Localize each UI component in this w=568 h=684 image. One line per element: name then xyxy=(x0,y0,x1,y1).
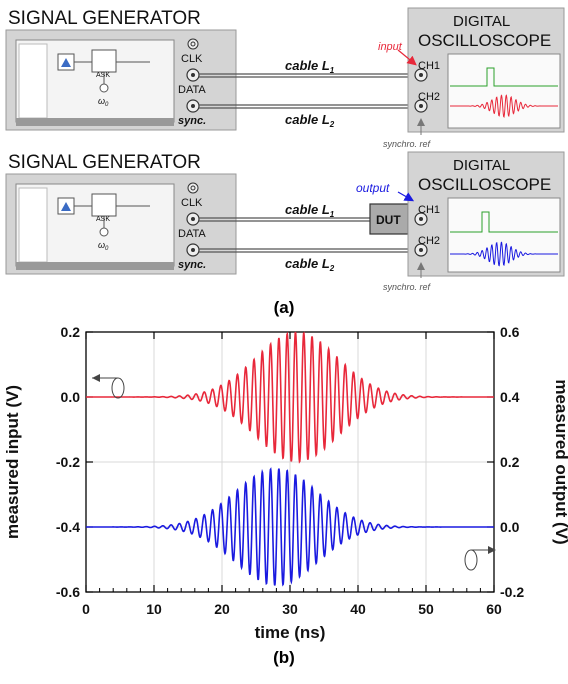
setup-input: SIGNAL GENERATOR ASK ω0 CLK DATA sync. c… xyxy=(5,7,565,149)
oscilloscope-title-line1: DIGITAL xyxy=(453,157,510,174)
sync-port-label: sync. xyxy=(178,115,206,127)
oscilloscope-title-line1: DIGITAL xyxy=(453,13,510,30)
data-port-label: DATA xyxy=(178,228,206,240)
generator-screen-sidebar xyxy=(18,187,48,263)
series-measured-output xyxy=(86,467,494,587)
oscillator-icon xyxy=(99,227,109,237)
input-label: input xyxy=(378,41,403,53)
generator-status-bar xyxy=(16,118,174,126)
oscilloscope-screen xyxy=(447,197,561,273)
y-right-tick-label: 0.0 xyxy=(500,519,520,535)
cable-1-label: cable L1 xyxy=(285,58,335,75)
sync-ref-label: synchro. ref xyxy=(383,282,432,292)
trigger-trace xyxy=(450,211,558,233)
x-tick-label: 50 xyxy=(418,601,434,617)
sync-port-label: sync. xyxy=(178,259,206,271)
trigger-trace xyxy=(450,67,558,87)
clk-port-label: CLK xyxy=(181,53,203,65)
y-left-tick-label: 0.0 xyxy=(61,389,81,405)
output-arrow xyxy=(397,191,415,202)
y-left-tick-label: -0.2 xyxy=(56,454,80,470)
x-tick-label: 60 xyxy=(486,601,502,617)
data-port-label: DATA xyxy=(178,84,206,96)
ask-block xyxy=(91,193,117,217)
x-tick-label: 40 xyxy=(350,601,366,617)
omega-label: ω0 xyxy=(98,240,109,252)
y-right-tick-label: -0.2 xyxy=(500,584,524,600)
cable-2-label: cable L2 xyxy=(285,112,335,129)
cable-1-label: cable L1 xyxy=(285,202,335,219)
y-right-tick-label: 0.4 xyxy=(500,389,520,405)
ask-block xyxy=(91,49,117,73)
y-axis-right-label: measured output (V) xyxy=(552,379,568,544)
output-label: output xyxy=(356,181,390,195)
output-trace xyxy=(450,241,558,267)
y-right-tick-label: 0.2 xyxy=(500,454,520,470)
oscilloscope-title-line2: OSCILLOSCOPE xyxy=(418,31,551,50)
x-axis-label: time (ns) xyxy=(255,623,326,642)
setup-output: SIGNAL GENERATOR ASK ω0 CLK DATA sync. c… xyxy=(5,151,565,292)
y-axis-left-label: measured input (V) xyxy=(3,385,22,539)
generator-status-bar xyxy=(16,262,174,270)
setup-diagram: SIGNAL GENERATOR ASK ω0 CLK DATA sync. c… xyxy=(5,7,565,292)
y-left-tick-label: 0.2 xyxy=(61,324,81,340)
waveform-chart: 0 10 20 30 40 50 60 0.2 0.0 -0.2 -0.4 -0.6 0.6 0.4 0.2… xyxy=(3,324,568,642)
clk-port-icon xyxy=(187,38,199,50)
x-tick-label: 20 xyxy=(214,601,230,617)
ask-label: ASK xyxy=(96,216,110,223)
ch2-label: CH2 xyxy=(418,235,440,247)
omega-label: ω0 xyxy=(98,96,109,108)
ch1-label: CH1 xyxy=(418,60,440,72)
dut-label: DUT xyxy=(376,213,401,227)
chart-ticks: 0 10 20 30 40 50 60 0.2 0.0 -0.2 -0.4 -0.6 0.6 0.4 0.2… xyxy=(56,324,524,617)
input-arrow xyxy=(397,49,417,66)
right-axis-indicator-icon xyxy=(464,546,496,571)
series-measured-input xyxy=(86,331,494,464)
panel-label-a: (a) xyxy=(273,298,295,317)
left-axis-indicator-icon xyxy=(92,374,125,399)
ch2-label: CH2 xyxy=(418,91,440,103)
y-left-tick-label: -0.6 xyxy=(56,584,80,600)
generator-title: SIGNAL GENERATOR xyxy=(8,8,201,29)
x-tick-label: 10 xyxy=(146,601,162,617)
clk-port-icon xyxy=(187,182,199,194)
oscillator-icon xyxy=(99,83,109,93)
generator-screen-sidebar xyxy=(18,43,48,119)
cable-2-label: cable L2 xyxy=(285,256,335,273)
sync-ref-label: synchro. ref xyxy=(383,139,432,149)
panel-label-b: (b) xyxy=(273,648,295,667)
generator-title: SIGNAL GENERATOR xyxy=(8,152,201,173)
input-trace xyxy=(450,94,558,118)
y-left-tick-label: -0.4 xyxy=(56,519,80,535)
y-right-tick-label: 0.6 xyxy=(500,324,520,340)
oscilloscope-title-line2: OSCILLOSCOPE xyxy=(418,175,551,194)
clk-port-label: CLK xyxy=(181,197,203,209)
ask-label: ASK xyxy=(96,72,110,79)
x-tick-label: 0 xyxy=(82,601,90,617)
x-tick-label: 30 xyxy=(282,601,298,617)
ch1-label: CH1 xyxy=(418,204,440,216)
pulse-shape-icon xyxy=(61,202,71,211)
pulse-shape-icon xyxy=(61,58,71,67)
chart-series xyxy=(86,331,494,587)
